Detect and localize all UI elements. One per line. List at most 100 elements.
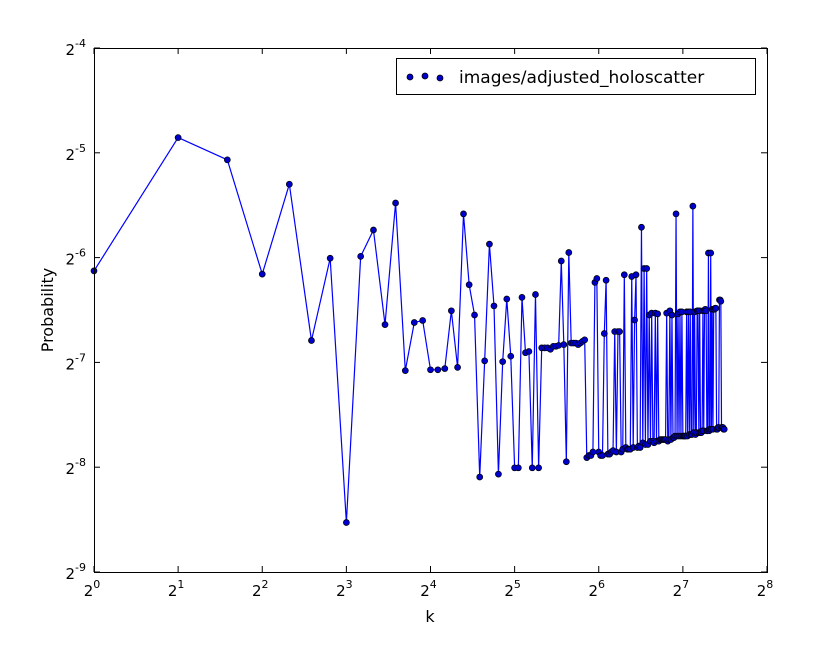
data-point bbox=[174, 134, 182, 141]
x-tick-label: 23 bbox=[336, 578, 353, 600]
legend-marker bbox=[406, 73, 414, 81]
data-point bbox=[499, 358, 507, 366]
data-point bbox=[702, 307, 710, 315]
data-point bbox=[507, 352, 515, 360]
series-line bbox=[93, 136, 725, 524]
legend-marker bbox=[436, 74, 444, 82]
data-point bbox=[465, 281, 473, 289]
data-point bbox=[370, 226, 377, 234]
y-tick-exponent: -4 bbox=[75, 37, 86, 50]
data-point bbox=[518, 294, 526, 301]
x-tick-label: 28 bbox=[757, 578, 774, 600]
data-point bbox=[481, 357, 489, 365]
data-point bbox=[357, 253, 365, 260]
tick-layer: 20 21 22 23 24 25 26 27 282-42-52-62-72-82-9 bbox=[65, 37, 773, 600]
data-point bbox=[565, 249, 573, 256]
data-point bbox=[707, 249, 715, 257]
x-tick-base: 2 bbox=[673, 582, 683, 600]
data-point bbox=[490, 302, 498, 310]
y-tick-exponent: -6 bbox=[75, 247, 86, 260]
data-point bbox=[557, 257, 565, 265]
data-point bbox=[381, 321, 389, 328]
y-tick-label: 2-9 bbox=[65, 561, 86, 583]
data-point bbox=[668, 311, 676, 319]
x-tick-exponent: 0 bbox=[93, 578, 100, 591]
data-point bbox=[258, 270, 266, 278]
data-point bbox=[562, 458, 570, 466]
y-tick-label: 2-5 bbox=[65, 142, 86, 164]
data-point bbox=[638, 223, 645, 231]
legend-box bbox=[396, 58, 756, 95]
data-point bbox=[326, 254, 334, 262]
y-tick-exponent: -9 bbox=[75, 561, 86, 574]
data-point bbox=[643, 265, 651, 272]
x-tick-exponent: 7 bbox=[682, 578, 689, 591]
data-point bbox=[581, 336, 589, 344]
data-point bbox=[401, 367, 409, 374]
data-point bbox=[535, 464, 542, 472]
data-point bbox=[631, 316, 638, 324]
data-point bbox=[503, 295, 511, 303]
data-point bbox=[392, 199, 399, 207]
x-tick-base: 2 bbox=[420, 582, 430, 600]
data-point bbox=[495, 470, 502, 478]
data-point bbox=[486, 240, 493, 248]
y-tick-base: 2 bbox=[65, 460, 75, 478]
data-point bbox=[476, 473, 484, 481]
data-point bbox=[560, 341, 568, 348]
data-point bbox=[434, 366, 442, 374]
x-tick-label: 24 bbox=[420, 578, 437, 600]
y-tick-label: 2-7 bbox=[65, 351, 86, 373]
y-tick-exponent: -5 bbox=[75, 142, 86, 155]
x-tick-label: 27 bbox=[673, 578, 690, 600]
y-tick-label: 2-8 bbox=[65, 456, 86, 478]
data-point bbox=[720, 425, 728, 433]
data-point bbox=[620, 271, 628, 279]
data-point bbox=[454, 364, 461, 371]
data-point bbox=[672, 210, 680, 218]
data-point bbox=[419, 317, 427, 324]
x-tick-exponent: 5 bbox=[514, 578, 521, 591]
x-axis-label: k bbox=[425, 607, 435, 626]
legend-marker bbox=[421, 72, 429, 80]
data-point bbox=[427, 366, 434, 374]
x-tick-base: 2 bbox=[757, 582, 767, 600]
legend-label: images/adjusted_holoscatter bbox=[459, 68, 704, 88]
x-tick-exponent: 4 bbox=[430, 578, 437, 591]
x-tick-exponent: 2 bbox=[262, 578, 269, 591]
y-tick-label: 2-4 bbox=[65, 37, 86, 59]
data-point bbox=[632, 271, 640, 279]
data-point bbox=[654, 310, 662, 318]
x-tick-base: 2 bbox=[168, 582, 178, 600]
y-tick-exponent: -8 bbox=[75, 456, 86, 469]
data-point bbox=[616, 328, 623, 335]
data-point bbox=[223, 156, 231, 164]
x-tick-exponent: 1 bbox=[177, 578, 184, 591]
data-point bbox=[528, 464, 536, 472]
x-tick-label: 22 bbox=[252, 578, 269, 600]
x-tick-label: 21 bbox=[168, 578, 185, 600]
data-point bbox=[532, 291, 539, 298]
x-tick-exponent: 3 bbox=[346, 578, 353, 591]
data-point bbox=[717, 297, 725, 305]
y-tick-exponent: -7 bbox=[75, 351, 86, 364]
x-tick-base: 2 bbox=[588, 582, 598, 600]
series-layer bbox=[90, 134, 728, 526]
data-point bbox=[600, 330, 608, 337]
x-tick-base: 2 bbox=[504, 582, 514, 600]
data-point bbox=[712, 304, 720, 312]
y-tick-base: 2 bbox=[65, 355, 75, 373]
y-tick-base: 2 bbox=[65, 146, 75, 164]
x-tick-label: 20 bbox=[84, 578, 101, 600]
x-tick-label: 26 bbox=[588, 578, 605, 600]
data-point bbox=[460, 210, 467, 218]
data-point bbox=[410, 319, 418, 326]
data-point bbox=[593, 275, 601, 282]
data-point bbox=[515, 464, 522, 472]
data-point bbox=[525, 348, 533, 355]
data-point bbox=[285, 180, 293, 188]
x-tick-base: 2 bbox=[84, 582, 94, 600]
data-point bbox=[602, 276, 610, 284]
